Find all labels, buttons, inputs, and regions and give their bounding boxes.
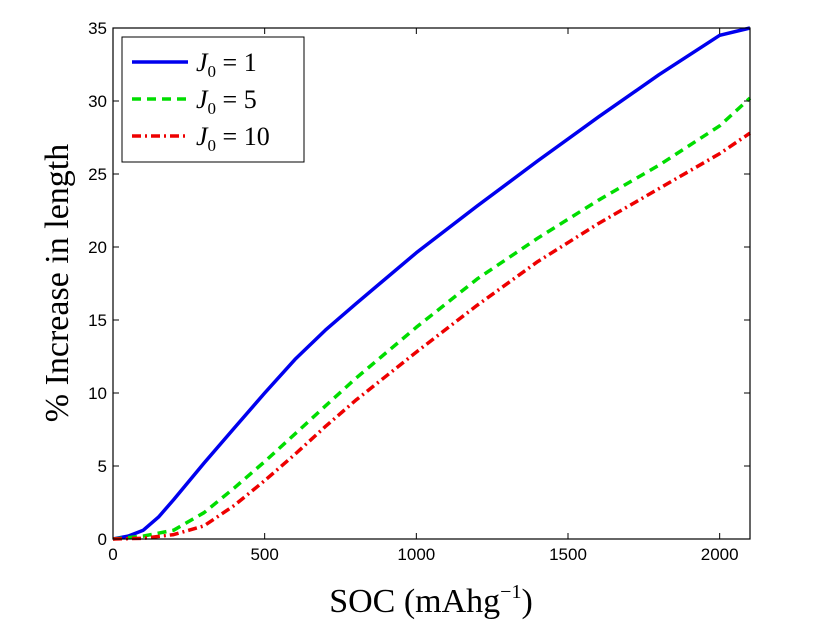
y-tick-label-7: 35	[88, 19, 107, 38]
y-tick-label-3: 15	[88, 311, 107, 330]
x-axis-title: SOC (mAhg−1)	[329, 581, 533, 620]
y-tick-label-4: 20	[88, 238, 107, 257]
legend-label-2: J0 = 10	[196, 122, 270, 155]
series-layer	[112, 26, 752, 541]
plot-frame	[112, 27, 751, 540]
x-tick-label-3: 1500	[549, 545, 587, 564]
x-axis-title-sup: −1	[500, 581, 521, 603]
legend-label-var-0: J	[196, 48, 209, 77]
legend-label-0: J0 = 1	[196, 48, 257, 81]
tick-layer: 0 500 1000 1500 2000 0 5 10 15 20 25 30 35	[88, 19, 750, 564]
y-tick-label-0: 0	[98, 530, 107, 549]
y-tick-label-1: 5	[98, 457, 107, 476]
x-axis-title-main: SOC (mAhg	[329, 583, 500, 620]
legend-label-var-1: J	[196, 85, 209, 114]
x-axis-title-close: )	[521, 583, 532, 620]
legend: J0 = 1J0 = 5J0 = 10	[121, 36, 305, 163]
y-tick-label-6: 30	[88, 92, 107, 111]
x-tick-label-1: 500	[250, 545, 278, 564]
legend-label-sub-1: 0	[208, 99, 217, 118]
y-axis-title: % Increase in length	[39, 144, 76, 423]
series-line-1	[112, 96, 752, 541]
legend-label-eq-1: = 5	[216, 85, 257, 114]
y-tick-label-2: 10	[88, 384, 107, 403]
legend-label-eq-0: = 1	[216, 48, 257, 77]
series-line-2	[112, 131, 751, 541]
x-tick-label-0: 0	[108, 545, 117, 564]
legend-label-eq-2: = 10	[216, 122, 270, 151]
legend-label-sub-2: 0	[208, 136, 217, 155]
y-tick-label-5: 25	[88, 165, 107, 184]
x-tick-label-4: 2000	[701, 545, 739, 564]
x-tick-label-2: 1000	[397, 545, 435, 564]
legend-label-sub-0: 0	[208, 62, 217, 81]
series-line-0	[112, 26, 751, 541]
legend-label-var-2: J	[196, 122, 209, 151]
legend-label-1: J0 = 5	[196, 85, 257, 118]
